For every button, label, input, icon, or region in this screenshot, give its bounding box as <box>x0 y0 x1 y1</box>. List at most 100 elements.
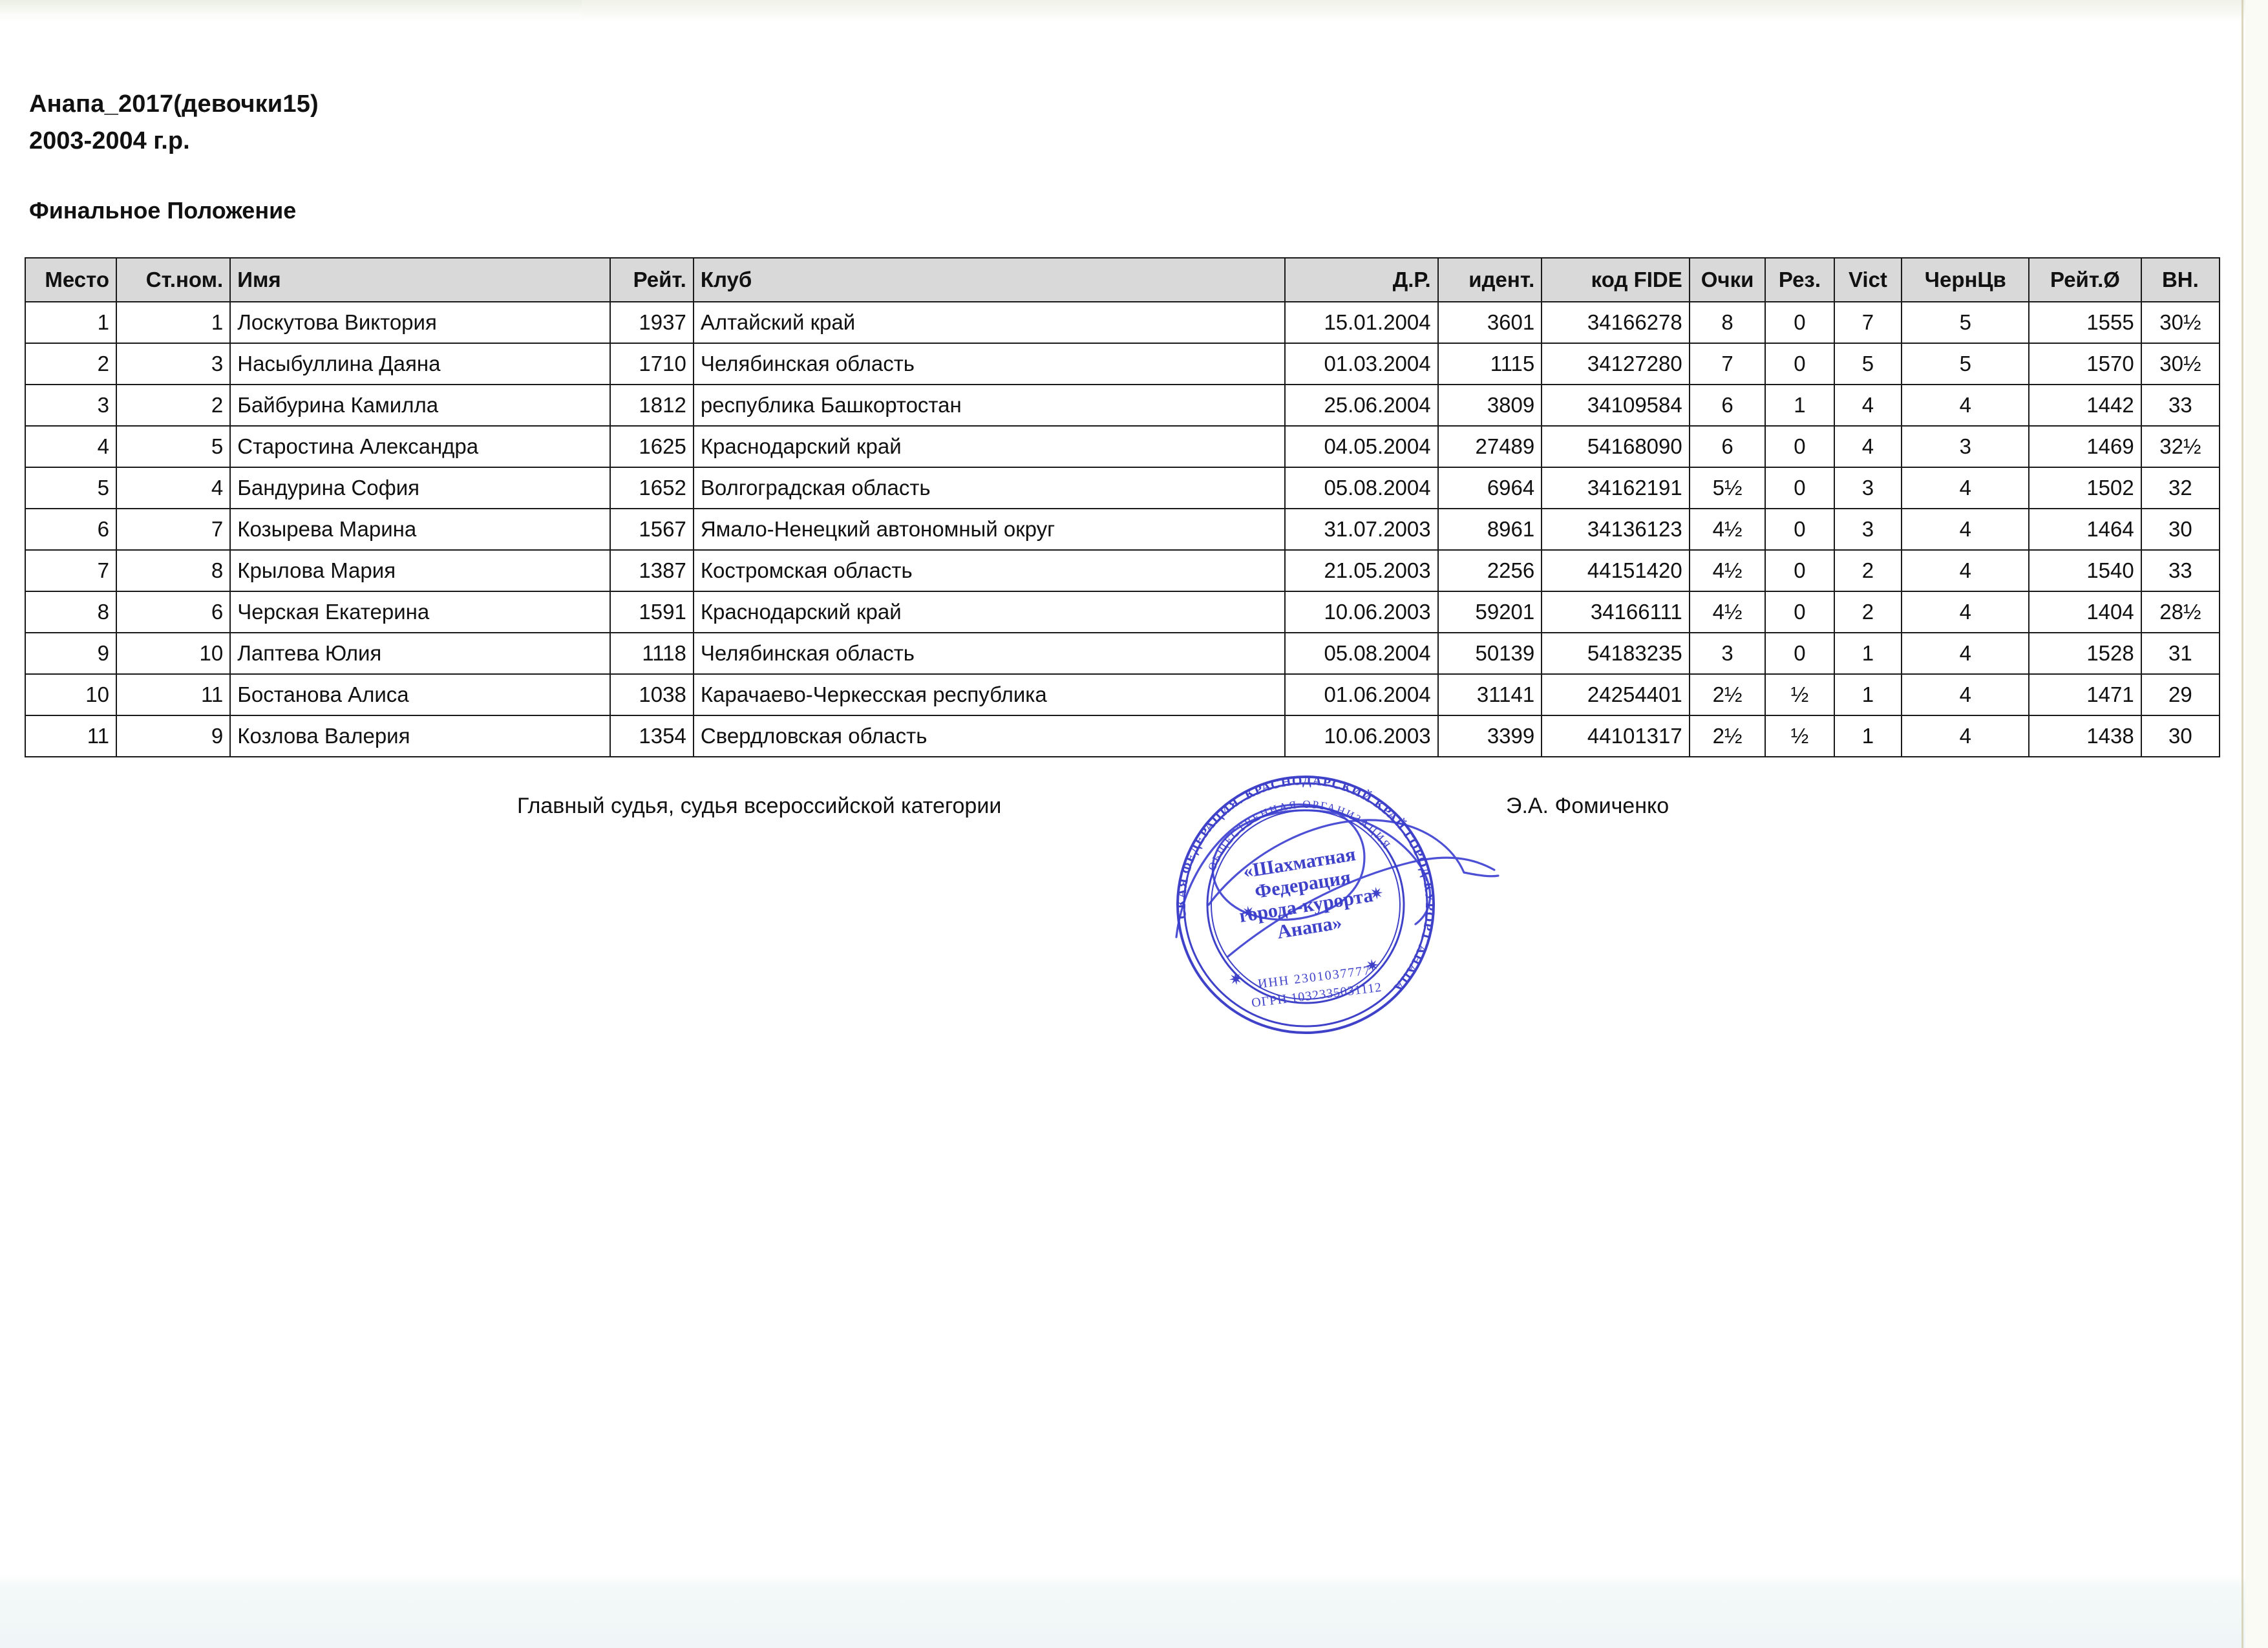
table-header-row: Место Ст.ном. Имя Рейт. Клуб Д.Р. идент.… <box>25 257 2221 302</box>
cell-dob: 01.03.2004 <box>1284 343 1439 385</box>
cell-points: 6 <box>1688 384 1766 427</box>
cell-start: 4 <box>115 467 231 509</box>
table-row: 2 3 Насыбуллина Даяна 1710 Челябинская облас… <box>25 343 2221 385</box>
cell-start: 1 <box>115 301 231 344</box>
cell-dob: 04.05.2004 <box>1284 425 1439 468</box>
cell-vict: 7 <box>1833 301 1903 344</box>
cell-name: Насыбуллина Даяна <box>229 343 611 385</box>
cell-bh: 30 <box>2140 715 2221 757</box>
cell-dob: 31.07.2003 <box>1284 508 1439 551</box>
column-header-fide: код FIDE <box>1541 257 1690 302</box>
cell-points: 6 <box>1688 425 1766 468</box>
cell-rating: 1937 <box>609 301 694 344</box>
cell-rating: 1387 <box>609 549 694 592</box>
cell-club: Краснодарский край <box>692 425 1286 468</box>
cell-fide: 54168090 <box>1541 425 1690 468</box>
cell-place: 10 <box>25 673 117 716</box>
cell-black: 4 <box>1901 591 2030 633</box>
cell-bh: 31 <box>2140 632 2221 675</box>
cell-rez: 0 <box>1765 591 1835 633</box>
cell-rating: 1812 <box>609 384 694 427</box>
cell-ident: 3399 <box>1437 715 1543 757</box>
cell-ravg: 1555 <box>2028 301 2142 344</box>
cell-club: Челябинская область <box>692 343 1286 385</box>
cell-fide: 34136123 <box>1541 508 1690 551</box>
cell-name: Старостина Александра <box>229 425 611 468</box>
cell-black: 4 <box>1901 673 2030 716</box>
cell-name: Черская Екатерина <box>229 591 611 633</box>
table-row: 3 2 Байбурина Камилла 1812 республика Башкор… <box>25 384 2221 427</box>
svg-text:✷: ✷ <box>1364 955 1380 976</box>
cell-club: республика Башкортостан <box>692 384 1286 427</box>
tournament-title: Анапа_2017(девочки15) <box>29 90 319 118</box>
cell-fide: 54183235 <box>1541 632 1690 675</box>
cell-place: 11 <box>25 715 117 757</box>
cell-ravg: 1528 <box>2028 632 2142 675</box>
cell-ident: 3601 <box>1437 301 1543 344</box>
cell-rez: 0 <box>1765 467 1835 509</box>
cell-place: 7 <box>25 549 117 592</box>
cell-black: 4 <box>1901 508 2030 551</box>
cell-place: 4 <box>25 425 117 468</box>
cell-bh: 29 <box>2140 673 2221 716</box>
cell-ident: 50139 <box>1437 632 1543 675</box>
cell-vict: 4 <box>1833 384 1903 427</box>
cell-rating: 1118 <box>609 632 694 675</box>
column-header-place: Место <box>25 257 117 302</box>
cell-dob: 15.01.2004 <box>1284 301 1439 344</box>
cell-points: 8 <box>1688 301 1766 344</box>
cell-rez: 0 <box>1765 425 1835 468</box>
cell-fide: 34127280 <box>1541 343 1690 385</box>
cell-bh: 32½ <box>2140 425 2221 468</box>
cell-vict: 2 <box>1833 549 1903 592</box>
cell-rating: 1567 <box>609 508 694 551</box>
cell-ravg: 1502 <box>2028 467 2142 509</box>
cell-rating: 1354 <box>609 715 694 757</box>
cell-ident: 6964 <box>1437 467 1543 509</box>
column-header-rez: Рез. <box>1765 257 1835 302</box>
judge-title: Главный судья, судья всероссийской катег… <box>517 794 1002 818</box>
table-row: 1 1 Лоскутова Виктория 1937 Алтайский край 15… <box>25 301 2221 344</box>
cell-ravg: 1404 <box>2028 591 2142 633</box>
cell-ravg: 1540 <box>2028 549 2142 592</box>
cell-place: 1 <box>25 301 117 344</box>
table-row: 10 11 Бостанова Алиса 1038 Карачаево-Черкесс… <box>25 673 2221 716</box>
cell-start: 5 <box>115 425 231 468</box>
cell-club: Алтайский край <box>692 301 1286 344</box>
section-title: Финальное Положение <box>29 197 297 224</box>
cell-bh: 32 <box>2140 467 2221 509</box>
cell-bh: 33 <box>2140 549 2221 592</box>
cell-points: 3 <box>1688 632 1766 675</box>
cell-name: Бостанова Алиса <box>229 673 611 716</box>
cell-points: 2½ <box>1688 715 1766 757</box>
cell-ident: 59201 <box>1437 591 1543 633</box>
cell-fide: 44151420 <box>1541 549 1690 592</box>
cell-name: Лаптева Юлия <box>229 632 611 675</box>
cell-dob: 21.05.2003 <box>1284 549 1439 592</box>
cell-ident: 27489 <box>1437 425 1543 468</box>
cell-points: 4½ <box>1688 591 1766 633</box>
cell-vict: 1 <box>1833 715 1903 757</box>
cell-ident: 3809 <box>1437 384 1543 427</box>
cell-place: 9 <box>25 632 117 675</box>
cell-name: Лоскутова Виктория <box>229 301 611 344</box>
column-header-points: Очки <box>1688 257 1766 302</box>
cell-black: 3 <box>1901 425 2030 468</box>
table-row: 11 9 Козлова Валерия 1354 Свердловская облас… <box>25 715 2221 757</box>
table-row: 5 4 Бандурина София 1652 Волгоградская облас… <box>25 467 2221 509</box>
cell-vict: 3 <box>1833 467 1903 509</box>
cell-fide: 34162191 <box>1541 467 1690 509</box>
column-header-ident: идент. <box>1437 257 1543 302</box>
cell-start: 9 <box>115 715 231 757</box>
scan-edge-bottom <box>0 1575 2268 1648</box>
cell-dob: 01.06.2004 <box>1284 673 1439 716</box>
svg-text:✷: ✷ <box>1227 969 1244 989</box>
cell-ident: 1115 <box>1437 343 1543 385</box>
cell-start: 10 <box>115 632 231 675</box>
cell-black: 4 <box>1901 632 2030 675</box>
official-stamp: РОССИЙСКАЯ ФЕДЕРАЦИЯ. КРАСНОДАРСКИЙ КРАЙ… <box>1147 746 1464 1063</box>
cell-ident: 2256 <box>1437 549 1543 592</box>
cell-place: 6 <box>25 508 117 551</box>
cell-black: 4 <box>1901 549 2030 592</box>
cell-dob: 05.08.2004 <box>1284 632 1439 675</box>
